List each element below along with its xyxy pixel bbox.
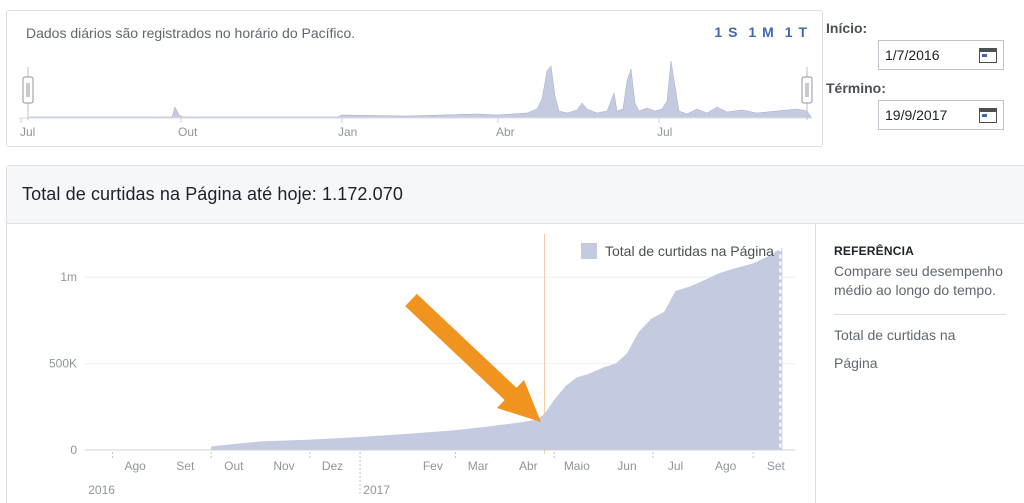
range-1-week-button[interactable]: 1 S [714,24,739,40]
x-tick-label: Out [224,459,244,473]
reference-item-page-likes[interactable]: Total de curtidas na Página [834,327,956,371]
timezone-note: Dados diários são registrados no horário… [26,25,356,41]
end-date-label: Término: [826,80,886,96]
x-tick-label: Nov [273,459,294,473]
y-tick-label: 0 [70,443,77,457]
likes-chart-svg[interactable]: 1m 500K 0 Ago Set Out Nov Dez Fev Mar Abr Maio Ju… [7,224,815,503]
end-date-value: 19/9/2017 [885,107,948,123]
overview-area [28,60,813,119]
overview-tick-label: Out [178,125,198,139]
x-tick-label: Dez [322,459,343,473]
year-tick-label: 2016 [88,483,115,497]
likes-area [211,247,783,450]
x-tick-label: Ago [124,459,146,473]
x-tick-label: Jun [617,459,636,473]
year-tick-label: 2017 [363,483,390,497]
x-tick-label: Fev [423,459,443,473]
overview-tick-label: Jul [20,125,35,139]
legend-swatch [581,243,597,259]
overview-ticks [20,118,660,123]
reference-sidebar: REFERÊNCIA Compare seu desempenho médio … [815,224,1024,503]
y-tick-label: 1m [60,270,77,284]
reference-divider [834,314,1006,315]
start-date-group: Início: 1/7/2016 [826,20,1016,70]
likes-chart: 1m 500K 0 Ago Set Out Nov Dez Fev Mar Abr Maio Ju… [7,224,815,503]
x-tick-label: Abr [519,459,538,473]
end-date-group: Término: 19/9/2017 [826,80,1016,130]
overview-tick-label: Jul [657,125,672,139]
chart-legend[interactable]: Total de curtidas na Página [581,243,774,259]
reference-description: Compare seu desempenho médio ao longo do… [834,263,1003,298]
calendar-icon[interactable] [979,48,997,63]
x-tick-label: Ago [715,459,737,473]
overview-sparkline[interactable]: Jul Out Jan Abr Jul [7,11,824,148]
range-1-quarter-button[interactable]: 1 T [784,24,808,40]
legend-label: Total de curtidas na Página [605,243,774,259]
range-end-handle[interactable] [801,67,813,120]
range-start-handle[interactable] [22,67,34,120]
x-tick-label: Jul [668,459,683,473]
overview-tick-label: Jan [338,125,357,139]
start-date-value: 1/7/2016 [885,47,940,63]
highlight-arrow [405,293,541,422]
x-tick-label: Set [176,459,195,473]
end-date-field[interactable]: 19/9/2017 [878,100,1004,130]
x-tick-label: Set [767,459,786,473]
range-1-month-button[interactable]: 1 M [748,24,775,40]
x-tick-label: Maio [564,459,590,473]
page-likes-panel: Total de curtidas na Página até hoje: 1.… [6,165,1024,503]
range-preset-buttons: 1 S 1 M 1 T [714,24,808,40]
start-date-label: Início: [826,20,868,36]
calendar-icon[interactable] [979,108,997,123]
date-range-panel: Dados diários são registrados no horário… [6,10,823,147]
page-likes-title: Total de curtidas na Página até hoje: 1.… [22,184,403,204]
y-tick-label: 500K [49,357,77,371]
panel-header: Total de curtidas na Página até hoje: 1.… [7,166,1024,224]
start-date-field[interactable]: 1/7/2016 [878,40,1004,70]
reference-title: REFERÊNCIA [834,244,915,258]
overview-tick-label: Abr [496,125,515,139]
x-tick-label: Mar [468,459,489,473]
